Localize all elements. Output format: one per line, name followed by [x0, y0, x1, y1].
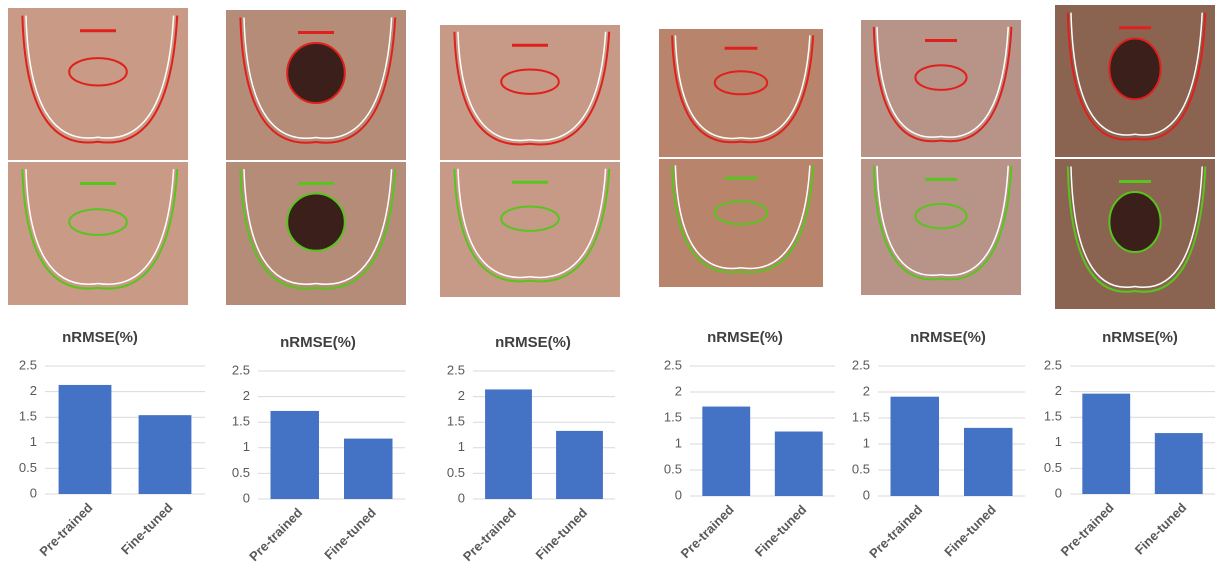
bar [556, 431, 603, 499]
y-tick-label: 1 [243, 439, 250, 454]
y-tick-label: 2.5 [664, 357, 682, 372]
x-tick-label: Pre-trained [36, 500, 95, 559]
chart-title: nRMSE(%) [280, 334, 356, 351]
figure: nRMSE(%)00.511.522.5Pre-trainedFine-tune… [0, 0, 1228, 581]
y-tick-label: 0.5 [232, 465, 250, 480]
y-tick-label: 1 [30, 434, 37, 449]
x-tick-label: Pre-trained [1058, 500, 1117, 559]
bar [59, 385, 112, 494]
y-tick-label: 0.5 [664, 461, 682, 476]
y-tick-label: 1.5 [447, 414, 465, 429]
y-tick-label: 0.5 [447, 465, 465, 480]
y-tick-label: 2 [863, 383, 870, 398]
y-tick-label: 0 [675, 487, 682, 502]
mouth-landmarks [287, 193, 345, 250]
y-tick-label: 0 [1055, 485, 1062, 500]
x-tick-label: Pre-trained [460, 505, 519, 564]
x-tick-label: Pre-trained [678, 502, 737, 561]
bar [1155, 433, 1203, 494]
chart-title: nRMSE(%) [1102, 329, 1178, 346]
y-tick-label: 0 [30, 485, 37, 500]
x-tick-label: Fine-tuned [752, 502, 810, 560]
mouth-landmarks [1109, 38, 1160, 99]
y-tick-label: 0.5 [852, 461, 870, 476]
y-tick-label: 0.5 [1044, 460, 1062, 475]
y-tick-label: 2 [1055, 383, 1062, 398]
mouth-landmarks [287, 43, 345, 103]
bar [964, 428, 1013, 496]
y-tick-label: 2.5 [1044, 357, 1062, 372]
y-tick-label: 1.5 [19, 409, 37, 424]
bar [775, 432, 823, 496]
x-tick-label: Pre-trained [866, 502, 925, 561]
bar [139, 415, 192, 494]
y-tick-label: 0 [243, 490, 250, 505]
y-tick-label: 1.5 [852, 409, 870, 424]
page: {"chart_data": [ {"type": "bar", "title"… [0, 0, 1228, 581]
chart-title: nRMSE(%) [495, 334, 571, 351]
mouth-landmarks [1109, 192, 1160, 252]
y-tick-label: 2 [30, 383, 37, 398]
y-tick-label: 2 [458, 388, 465, 403]
y-tick-label: 2 [675, 383, 682, 398]
y-tick-label: 0 [863, 487, 870, 502]
chart-title: nRMSE(%) [707, 329, 783, 346]
chart-title: nRMSE(%) [62, 329, 138, 346]
x-tick-label: Fine-tuned [532, 505, 590, 563]
chart-title: nRMSE(%) [910, 329, 986, 346]
bar [1082, 394, 1130, 494]
bar [485, 389, 532, 499]
x-tick-label: Fine-tuned [118, 500, 176, 558]
y-tick-label: 1 [458, 439, 465, 454]
y-tick-label: 2.5 [19, 357, 37, 372]
y-tick-label: 1.5 [1044, 409, 1062, 424]
bar [270, 411, 319, 499]
y-tick-label: 1 [675, 435, 682, 450]
y-tick-label: 0.5 [19, 460, 37, 475]
y-tick-label: 2.5 [447, 362, 465, 377]
x-tick-label: Fine-tuned [941, 502, 999, 560]
bar [344, 439, 393, 499]
y-tick-label: 0 [458, 490, 465, 505]
y-tick-label: 2.5 [232, 362, 250, 377]
x-tick-label: Pre-trained [246, 505, 305, 564]
y-tick-label: 2.5 [852, 357, 870, 372]
y-tick-label: 1.5 [664, 409, 682, 424]
y-tick-label: 1 [863, 435, 870, 450]
y-tick-label: 1.5 [232, 414, 250, 429]
y-tick-label: 2 [243, 388, 250, 403]
x-tick-label: Fine-tuned [1132, 500, 1190, 558]
bar [702, 407, 750, 496]
x-tick-label: Fine-tuned [321, 505, 379, 563]
y-tick-label: 1 [1055, 434, 1062, 449]
bar [890, 397, 939, 496]
